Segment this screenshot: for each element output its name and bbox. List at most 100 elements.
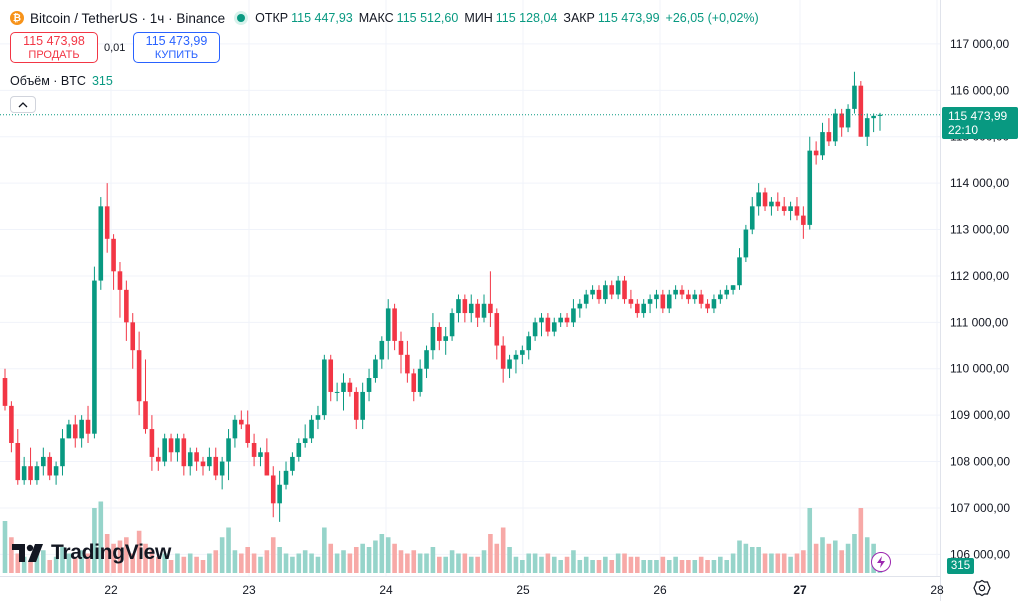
volume-bar [366,547,372,573]
candle-body [698,294,704,304]
volume-bar [270,537,276,573]
candle [698,289,704,309]
candle-body [213,456,219,476]
candle [481,294,487,323]
time-tick-label: 26 [653,583,667,597]
candle-body [520,350,525,355]
candle [9,401,14,453]
volume-bar [232,550,238,573]
close-value: 115 473,99 [597,11,660,25]
volume-bar [858,508,864,573]
price-tick-label: 114 000,00 [950,176,1009,190]
price-tick-label: 107 000,00 [950,501,1010,515]
candle-body [877,114,883,116]
volume-bar [277,547,282,573]
candle-body [494,313,500,346]
candle [775,192,781,211]
volume-bar [417,553,423,573]
candles [2,71,883,522]
candle-body [647,299,653,304]
volume-bar [143,543,148,573]
volume-bar [641,560,646,573]
volume-bar [468,556,474,573]
volume-bar [360,543,365,573]
candle [590,285,595,300]
gear-icon[interactable] [973,579,991,597]
volume-bar [207,553,212,573]
volume-bar [647,560,653,573]
candle [654,289,659,309]
volume-bar [296,553,302,573]
tradingview-logo[interactable]: TradingView [12,541,171,565]
candle-body [187,452,193,467]
candle [449,308,455,341]
volume-bar [21,556,27,573]
volume-legend: Объём · BTC 315 [10,74,113,88]
volume-bar [481,550,487,573]
candle-body [615,280,621,295]
candle [711,294,717,314]
candle-body [181,438,187,467]
candle-body [277,484,282,504]
candle-body [430,326,436,351]
volume-bar [692,560,698,573]
candle-body [603,285,608,300]
volume-bar [41,550,46,573]
open-label: ОТКР [255,11,289,25]
candle-body [820,132,825,156]
volume-bar [456,553,461,573]
volume-bar [66,553,72,573]
candle [219,456,225,490]
candle [437,322,442,351]
candle-body [756,192,761,207]
price-tick-label: 112 000,00 [950,269,1009,283]
candle-body [583,294,589,304]
sell-button[interactable]: 115 473,98 ПРОДАТЬ [10,32,98,63]
volume-bar [15,553,21,573]
candle [53,461,59,485]
candle-body [769,201,774,207]
volume-bar [807,508,813,573]
candle [41,447,46,476]
volume-bar [583,556,589,573]
volume-bar [283,553,289,573]
buy-price: 115 473,99 [145,33,208,48]
candle [845,104,851,133]
candle-body [66,424,72,439]
volume-bar [347,553,353,573]
volume-bar [385,537,391,573]
candle-body [85,419,91,434]
volume-bar [392,543,397,573]
volume-bar [92,508,97,573]
volume-bar [801,550,806,573]
volume-bar [47,560,53,573]
volume-bar [124,537,129,573]
candle-body [143,401,148,430]
candle [794,197,800,221]
candle [545,313,551,337]
candle-body [475,303,480,318]
collapse-legend-button[interactable] [10,96,36,113]
candle-body [571,308,576,323]
volume-bar [353,547,359,573]
candle [226,429,231,481]
candle-body [226,438,231,462]
candle-body [334,391,340,393]
candle-body [79,419,84,439]
price-tick-label: 108 000,00 [950,455,1010,469]
candle [175,433,180,462]
volume-bar [743,543,749,573]
symbol-title[interactable]: Bitcoin / TetherUS · 1ч · Binance [30,10,226,26]
volume-bar [379,534,385,573]
candle [813,141,819,165]
candle-body [9,405,14,443]
candle [660,289,666,314]
candle [239,410,244,430]
flash-icon[interactable] [871,552,891,572]
candle-body [737,257,742,286]
price-axis-labels: 106 000,00 107 000,00 108 000,00 109 000,00… [950,37,1010,561]
buy-button[interactable]: 115 473,99 КУПИТЬ [133,32,220,63]
volume-bar [532,553,538,573]
candle-body [481,303,487,318]
